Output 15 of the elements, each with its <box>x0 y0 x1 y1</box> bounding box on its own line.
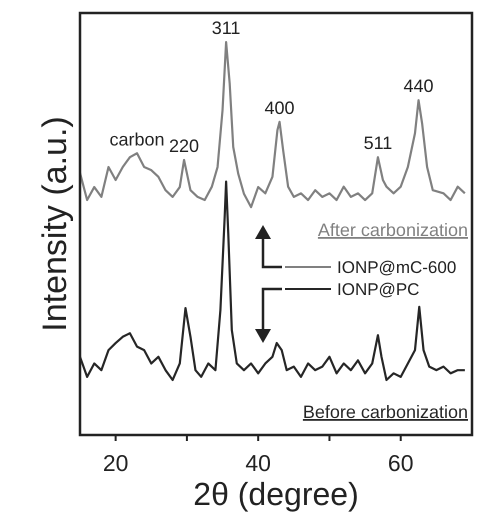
legend-label: IONP@mC-600 <box>337 258 456 277</box>
annotation: 440 <box>404 76 434 96</box>
x-axis-title: 2θ (degree) <box>193 476 359 512</box>
annotation: After carbonization <box>318 220 468 240</box>
annotation: 400 <box>264 98 295 118</box>
x-tick-label: 60 <box>388 450 414 476</box>
annotation: 511 <box>364 133 392 154</box>
annotation: carbon <box>109 129 165 150</box>
x-tick-label: 20 <box>102 450 128 476</box>
annotation: 220 <box>169 136 200 156</box>
annotation: Before carbonization <box>302 402 468 422</box>
x-tick-label: 40 <box>245 450 271 476</box>
y-axis-title: Intensity (a.u.) <box>36 116 74 332</box>
annotation: 311 <box>212 18 240 38</box>
legend-label: IONP@PC <box>337 280 420 299</box>
